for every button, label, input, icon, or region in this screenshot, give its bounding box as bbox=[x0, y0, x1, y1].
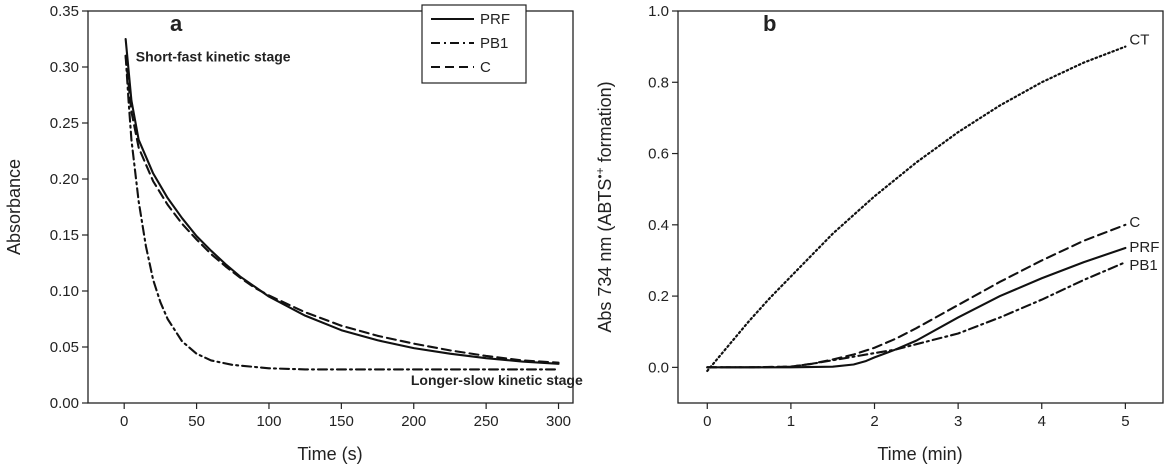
panel-b-x-axis-title: Time (min) bbox=[877, 444, 962, 464]
panel-b-y-axis-title-suffix: formation) bbox=[595, 81, 615, 167]
panel-a-y-tick-label: 0.15 bbox=[50, 227, 79, 244]
panel-a-annotation-long: Longer-slow kinetic stage bbox=[411, 372, 583, 388]
panel-b-series-pb1 bbox=[706, 261, 1127, 369]
panel-a-letter: a bbox=[170, 11, 183, 36]
panel-a-y-tick-label: 0.35 bbox=[50, 3, 79, 20]
panel-a-series-prf bbox=[124, 37, 560, 365]
panel-a-y-tick-label: 0.30 bbox=[50, 59, 79, 76]
panel-b-plot-frame bbox=[677, 10, 1164, 404]
panel-b-series-prf bbox=[706, 246, 1127, 369]
panel-a-y-tick-label: 0.00 bbox=[50, 395, 79, 412]
panel-a-y-tick-label: 0.25 bbox=[50, 115, 79, 132]
panel-a-y-tick-label: 0.20 bbox=[50, 171, 79, 188]
legend-label-pb1: PB1 bbox=[480, 35, 508, 52]
panel-a-series-pb1 bbox=[124, 54, 560, 371]
panel-a-series-c bbox=[124, 54, 560, 364]
panel-b-y-tick-label: 0.8 bbox=[648, 74, 669, 91]
panel-b-series bbox=[706, 45, 1127, 373]
panel-b-ticks: 0 1 2 3 4 5 0.0 0.2 0.4 0.6 0.8 1.0 bbox=[648, 3, 1129, 430]
panel-b-y-tick-label: 0.0 bbox=[648, 359, 669, 376]
panel-b-y-tick-label: 0.6 bbox=[648, 146, 669, 163]
panel-a-legend: PRF PB1 C bbox=[421, 4, 527, 84]
panel-a-series bbox=[124, 37, 560, 371]
legend-label-c: C bbox=[480, 59, 491, 76]
panel-a-ticks: 0 50 100 150 200 250 300 0.00 0.05 0.10 0.15 0.20 0.… bbox=[50, 3, 571, 430]
panel-a-y-axis-title: Absorbance bbox=[4, 159, 24, 255]
panel-b-y-tick-label: 1.0 bbox=[648, 3, 669, 20]
panel-a-x-tick-label: 150 bbox=[329, 413, 354, 430]
panel-b-x-tick-label: 3 bbox=[954, 413, 962, 430]
legend-label-prf: PRF bbox=[480, 11, 510, 28]
panel-b-y-tick-label: 0.2 bbox=[648, 288, 669, 305]
panel-a-x-tick-label: 100 bbox=[256, 413, 281, 430]
panel-a-x-tick-label: 250 bbox=[474, 413, 499, 430]
panel-a-plot-frame bbox=[87, 10, 574, 404]
panel-a-y-tick-label: 0.05 bbox=[50, 339, 79, 356]
panel-b-x-tick-label: 4 bbox=[1038, 413, 1046, 430]
panel-b-x-tick-label: 1 bbox=[787, 413, 795, 430]
panel-b-letter: b bbox=[763, 11, 776, 36]
panel-a: 0 50 100 150 200 250 300 0.00 0.05 0.10 0.15 0.20 0.… bbox=[4, 3, 583, 464]
panel-a-x-tick-label: 0 bbox=[120, 413, 128, 430]
panel-b-x-tick-label: 5 bbox=[1121, 413, 1129, 430]
panel-a-x-tick-label: 300 bbox=[546, 413, 571, 430]
panel-b-series-ct bbox=[706, 45, 1127, 373]
panel-b-y-axis-title-main: Abs 734 nm (ABTS bbox=[595, 179, 615, 333]
panel-b-y-axis-title-superscript: •+ bbox=[593, 167, 607, 178]
panel-a-x-axis-title: Time (s) bbox=[297, 444, 362, 464]
panel-b-series-c bbox=[706, 223, 1127, 369]
panel-b-end-label-c: C bbox=[1129, 214, 1140, 231]
panel-a-y-tick-label: 0.10 bbox=[50, 283, 79, 300]
panel-b-x-tick-label: 0 bbox=[703, 413, 711, 430]
panel-a-x-tick-label: 200 bbox=[401, 413, 426, 430]
panel-b-end-label-prf: PRF bbox=[1129, 239, 1159, 256]
panel-a-annotation-short: Short-fast kinetic stage bbox=[136, 48, 291, 64]
panel-b-end-label-ct: CT bbox=[1129, 32, 1149, 49]
panel-a-x-tick-label: 50 bbox=[188, 413, 205, 430]
panel-b-end-label-pb1: PB1 bbox=[1129, 257, 1157, 274]
panel-b-y-tick-label: 0.4 bbox=[648, 217, 669, 234]
panel-b-x-tick-label: 2 bbox=[870, 413, 878, 430]
panel-b-y-axis-title: Abs 734 nm (ABTS•+ formation) bbox=[593, 81, 615, 332]
